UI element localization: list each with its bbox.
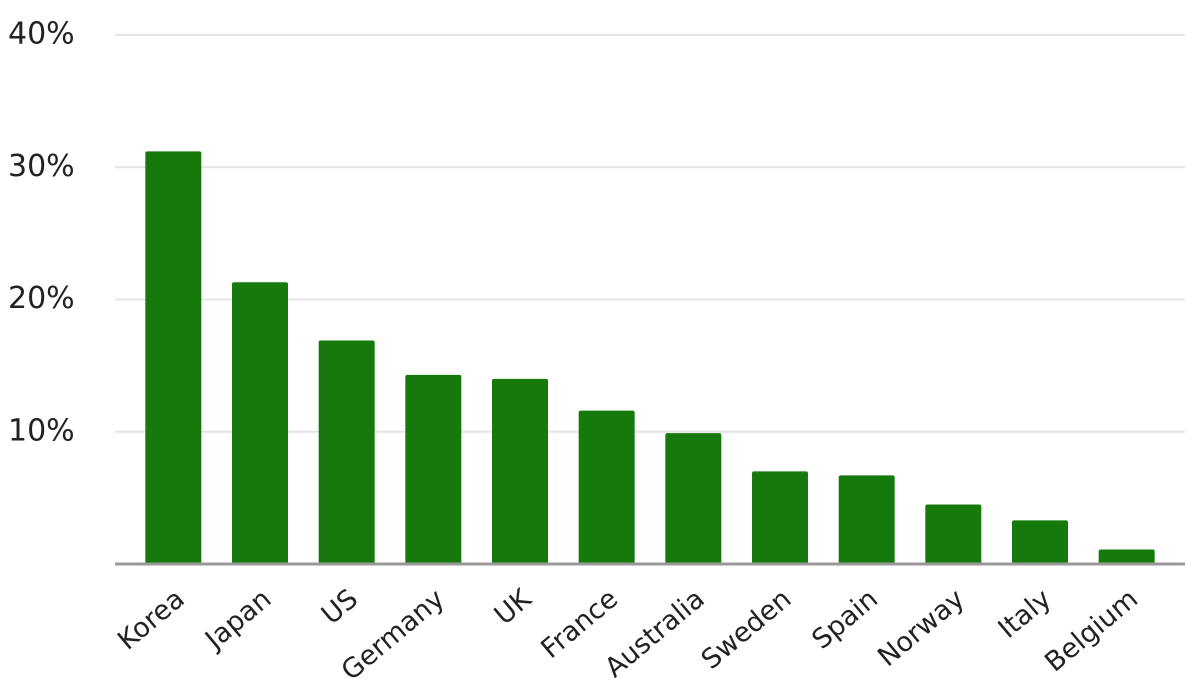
y-tick-label: 20% [8, 281, 75, 316]
bar [232, 282, 288, 564]
y-tick-label: 10% [8, 413, 75, 448]
y-tick-label: 40% [8, 17, 75, 52]
x-tick-label: Italy [993, 583, 1058, 644]
x-tick-label: US [316, 583, 364, 630]
bar [578, 410, 635, 564]
bar [838, 475, 895, 564]
x-tick-label: Belgium [1039, 583, 1144, 678]
x-tick-label: Korea [112, 583, 191, 656]
bar [1098, 549, 1155, 564]
bar [1012, 520, 1068, 564]
bar [405, 374, 462, 564]
bar [665, 433, 722, 564]
bar [318, 340, 375, 564]
bar [492, 378, 548, 564]
x-tick-label: Norway [872, 583, 970, 673]
x-tick-label: Sweden [696, 583, 798, 675]
bar [145, 151, 202, 564]
bar [925, 504, 982, 564]
bar [752, 471, 808, 564]
y-tick-label: 30% [8, 149, 75, 184]
x-tick-label: Spain [806, 583, 884, 655]
x-tick-label: Japan [198, 583, 277, 656]
x-tick-label: UK [489, 583, 539, 632]
